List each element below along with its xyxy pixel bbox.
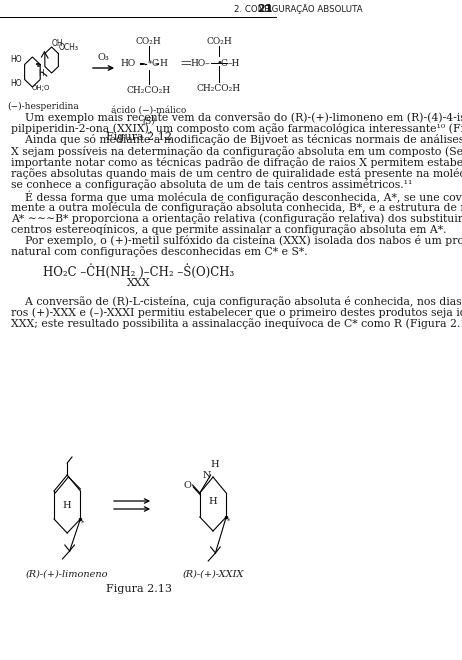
- Text: A* ∼∼∼B* proporciona a orientação relativa (configuração relativa) dos substitui: A* ∼∼∼B* proporciona a orientação relati…: [11, 213, 462, 224]
- Text: OH;O: OH;O: [31, 85, 50, 91]
- Text: mente a outra molécula de configuração absoluta conhecida, B*, e a estrutura de : mente a outra molécula de configuração a…: [11, 201, 462, 213]
- Text: OH: OH: [52, 40, 63, 48]
- Text: H: H: [210, 460, 219, 469]
- Text: ros (+)-XXX e (–)-XXXI permitiu estabelecer que o primeiro destes produtos seja : ros (+)-XXX e (–)-XXXI permitiu estabele…: [11, 307, 462, 318]
- Text: X sejam possíveis na determinação da configuração absoluta em um composto (Seção: X sejam possíveis na determinação da con…: [11, 146, 462, 156]
- Text: H: H: [38, 69, 44, 79]
- Text: (−)-hesperidina: (−)-hesperidina: [7, 102, 79, 111]
- Text: •: •: [216, 58, 222, 68]
- Text: N: N: [202, 471, 211, 480]
- Text: –H: –H: [227, 59, 240, 67]
- Text: CO₂H: CO₂H: [206, 37, 232, 46]
- Text: O₃: O₃: [97, 53, 109, 62]
- Text: *: *: [147, 59, 152, 69]
- Text: 21: 21: [257, 4, 273, 14]
- Text: H: H: [159, 59, 168, 69]
- Text: natural com configurações desconhecidas em C* e S*.: natural com configurações desconhecidas …: [11, 246, 307, 257]
- Text: =: =: [180, 57, 192, 71]
- Text: pilpiperidin-2-ona (XXIX), um composto com ação farmacológica interessante¹⁰ (Fi: pilpiperidin-2-ona (XXIX), um composto c…: [11, 123, 462, 134]
- Text: Um exemplo mais recente vem da conversão do (R)-(+)-limoneno em (R)-(4)-4-isopro: Um exemplo mais recente vem da conversão…: [11, 112, 462, 123]
- Text: HO: HO: [121, 59, 136, 69]
- Text: (R)-(+)-XXIX: (R)-(+)-XXIX: [182, 570, 244, 579]
- Text: Figura 2.12: Figura 2.12: [106, 132, 171, 142]
- Text: importante notar como as técnicas padrão de difração de raios X permitem estabel: importante notar como as técnicas padrão…: [11, 157, 462, 168]
- Text: Figura 2.13: Figura 2.13: [106, 584, 171, 594]
- Text: *: *: [81, 520, 85, 526]
- Text: (R)-(+)-limoneno: (R)-(+)-limoneno: [26, 570, 109, 579]
- Text: XXX; este resultado possibilita a assinalacção inequívoca de C* como R (Figura 2: XXX; este resultado possibilita a assina…: [11, 318, 462, 329]
- Text: *: *: [227, 518, 230, 524]
- Text: HO: HO: [11, 55, 22, 65]
- Text: se conhece a configuração absoluta de um de tais centros assimétricos.¹¹: se conhece a configuração absoluta de um…: [11, 180, 412, 190]
- Text: centros estereoqínicos, a que permite assinalar a configuração absoluta em A*.: centros estereoqínicos, a que permite as…: [11, 224, 446, 235]
- Text: XXX: XXX: [127, 278, 151, 288]
- Text: É dessa forma que uma molécula de configuração desconhecida, A*, se une covalent: É dessa forma que uma molécula de config…: [11, 190, 462, 203]
- Text: CH₂CO₂H: CH₂CO₂H: [197, 84, 241, 93]
- Text: C: C: [220, 59, 227, 67]
- Polygon shape: [153, 63, 159, 65]
- Text: ácido (−)-málico: ácido (−)-málico: [111, 106, 187, 115]
- Text: CO₂H: CO₂H: [136, 37, 162, 46]
- Text: C: C: [151, 59, 158, 69]
- Text: A conversão de (R)-L-cisteína, cuja configuração absoluta é conhecida, nos diast: A conversão de (R)-L-cisteína, cuja conf…: [11, 296, 462, 307]
- Text: HO–: HO–: [191, 59, 211, 67]
- Text: (S): (S): [142, 117, 155, 126]
- Text: 2. CONFIGURAÇÃO ABSOLUTA: 2. CONFIGURAÇÃO ABSOLUTA: [234, 4, 363, 14]
- Text: H: H: [209, 496, 217, 506]
- Text: OCH₃: OCH₃: [59, 44, 79, 53]
- Text: Por exemplo, o (+)-metil sulfóxido da cisteína (XXX) isolada dos nabos é um prod: Por exemplo, o (+)-metil sulfóxido da ci…: [11, 235, 462, 246]
- Text: HO₂C –ĊH(NH₂ )–CH₂ –Ṡ(O)CH₃: HO₂C –ĊH(NH₂ )–CH₂ –Ṡ(O)CH₃: [43, 263, 234, 279]
- Text: HO: HO: [11, 79, 22, 88]
- Text: rações absolutas quando mais de um centro de quiralidade está presente na molécu: rações absolutas quando mais de um centr…: [11, 168, 462, 179]
- Text: O: O: [183, 480, 191, 490]
- Text: H: H: [63, 500, 72, 510]
- Text: Ainda que só mediante a modificação de Bijvoet as técnicas normais de análises p: Ainda que só mediante a modificação de B…: [11, 135, 462, 145]
- Text: CH₂CO₂H: CH₂CO₂H: [127, 86, 171, 95]
